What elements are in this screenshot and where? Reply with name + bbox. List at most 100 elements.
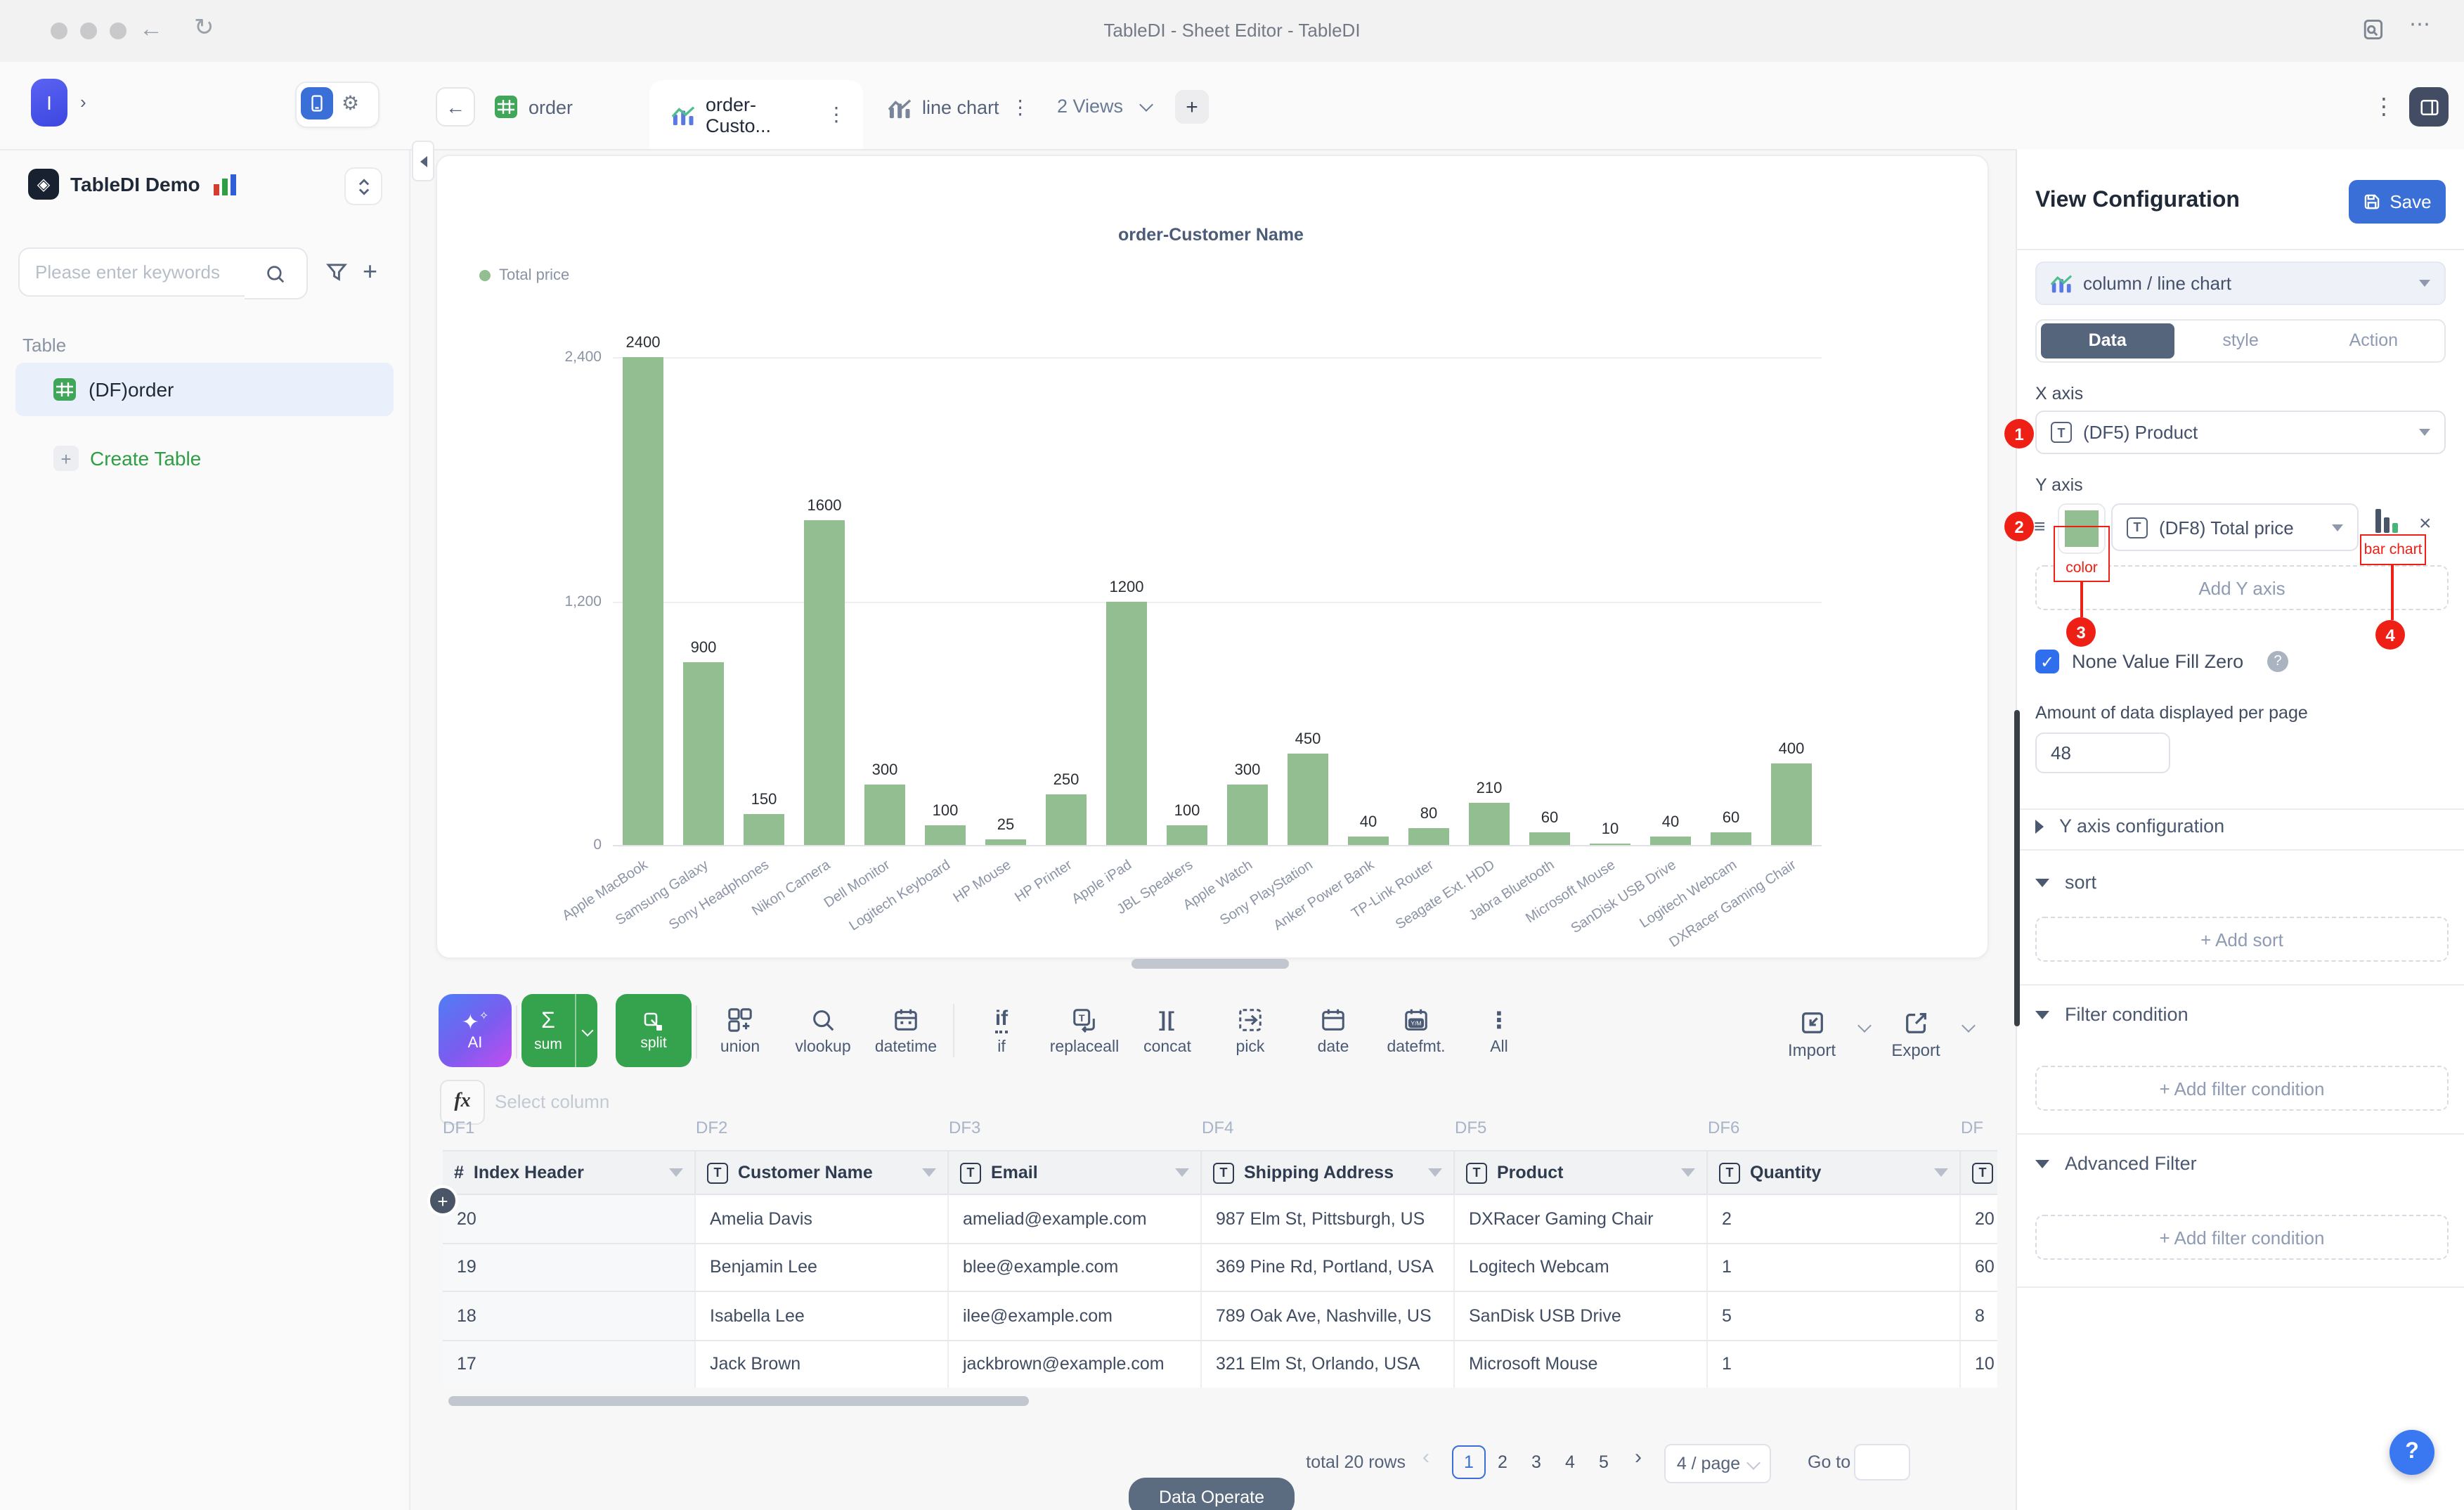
table-cell[interactable]: 789 Oak Ave, Nashville, US	[1202, 1292, 1455, 1339]
add-filter-condition-button[interactable]: + Add filter condition	[2035, 1066, 2449, 1111]
sidebar-collapse-handle[interactable]	[412, 141, 434, 181]
All-button[interactable]: ⋮ All	[1458, 991, 1541, 1070]
section-advanced-filter[interactable]: Advanced Filter	[2035, 1153, 2446, 1174]
column-header-Product[interactable]: T Product	[1455, 1151, 1708, 1194]
data-operate-button[interactable]: Data Operate	[1129, 1478, 1295, 1510]
tab-line-chart[interactable]: line chart ⋮	[888, 96, 1030, 120]
workspace-switcher-icon[interactable]	[344, 167, 382, 205]
table-cell[interactable]: SanDisk USB Drive	[1455, 1292, 1708, 1339]
sum-dropdown-icon[interactable]	[575, 994, 597, 1067]
split-button[interactable]: split	[616, 994, 692, 1067]
search-input[interactable]: Please enter keywords	[18, 247, 246, 297]
x-axis-select[interactable]: T (DF5) Product	[2035, 411, 2446, 454]
section-filter-condition[interactable]: Filter condition	[2035, 1004, 2446, 1025]
import-dropdown-icon[interactable]	[1853, 1015, 1872, 1040]
config-panel-toggle-icon[interactable]	[2409, 87, 2449, 127]
table-cell[interactable]: ilee@example.com	[949, 1292, 1202, 1339]
column-header-Quantity[interactable]: T Quantity	[1708, 1151, 1961, 1194]
sidebar-item-order-table[interactable]: (DF)order	[15, 363, 394, 416]
views-dropdown[interactable]: 2 Views	[1057, 96, 1153, 117]
window-minimize-button[interactable]	[80, 22, 97, 39]
table-cell[interactable]: 20	[443, 1195, 696, 1242]
filter-dropdown-icon[interactable]	[669, 1168, 683, 1177]
search-button[interactable]	[245, 247, 308, 299]
help-tooltip-icon[interactable]: ?	[2267, 651, 2288, 672]
table-cell[interactable]: 1	[1708, 1341, 1961, 1388]
more-menu-icon[interactable]: ⋯	[2409, 13, 2430, 37]
tab-menu-icon[interactable]: ⋮	[826, 103, 846, 125]
add-filter-condition-button[interactable]: + Add filter condition	[2035, 1215, 2449, 1260]
if-button[interactable]: if if	[994, 1007, 1009, 1055]
pick-button[interactable]: pick	[1209, 991, 1292, 1070]
table-cell[interactable]: 987 Elm St, Pittsburgh, US	[1202, 1195, 1455, 1242]
table-cell[interactable]: 321 Elm St, Orlando, USA	[1202, 1341, 1455, 1388]
device-preview-icon[interactable]	[301, 87, 333, 120]
date-button[interactable]: date	[1292, 991, 1375, 1070]
series-color-picker[interactable]	[2058, 503, 2106, 554]
section-y-axis-configuration[interactable]: Y axis configuration	[2035, 815, 2446, 837]
formula-fx-icon[interactable]: fx	[440, 1080, 485, 1125]
create-table-button[interactable]: + Create Table	[53, 446, 201, 471]
vlookup-button[interactable]: vlookup	[782, 991, 864, 1070]
concat-button[interactable]: ][concat	[1126, 991, 1209, 1070]
tab-style[interactable]: style	[2222, 330, 2259, 350]
add-table-icon[interactable]: +	[363, 257, 378, 285]
table-cell[interactable]: blee@example.com	[949, 1244, 1202, 1291]
page-button-1[interactable]: 1	[1452, 1445, 1486, 1479]
datefmt.-button[interactable]: Y/M datefmt.	[1375, 991, 1458, 1070]
browser-reload-icon[interactable]: ↻	[194, 14, 214, 41]
window-zoom-button[interactable]	[110, 22, 127, 39]
tab-order[interactable]: order	[495, 96, 573, 118]
filter-dropdown-icon[interactable]	[922, 1168, 936, 1177]
table-cell[interactable]: 20	[1961, 1195, 1997, 1242]
ai-button[interactable]: ✦✧ AI	[439, 994, 512, 1067]
window-close-button[interactable]	[51, 22, 67, 39]
tab-overview-icon[interactable]	[2360, 17, 2385, 42]
column-header-Shipping Address[interactable]: T Shipping Address	[1202, 1151, 1455, 1194]
column-header-Customer Name[interactable]: T Customer Name	[696, 1151, 949, 1194]
table-cell[interactable]: 17	[443, 1341, 696, 1388]
table-cell[interactable]: 1	[1708, 1244, 1961, 1291]
column-header-extra[interactable]: T	[1961, 1151, 1997, 1194]
chart-type-select[interactable]: column / line chart	[2035, 262, 2446, 305]
page-button-3[interactable]: 3	[1531, 1452, 1541, 1472]
drag-handle-icon[interactable]: ≡	[2034, 515, 2046, 537]
help-button[interactable]: ?	[2390, 1430, 2434, 1475]
union-button[interactable]: union	[699, 991, 782, 1070]
formula-column-input[interactable]: Select column	[495, 1091, 610, 1112]
tab-action[interactable]: Action	[2349, 330, 2399, 350]
table-horizontal-scrollbar[interactable]	[448, 1396, 1029, 1406]
chart-legend[interactable]: Total price	[479, 267, 569, 284]
filter-dropdown-icon[interactable]	[1681, 1168, 1695, 1177]
chart-horizontal-scrollbar[interactable]	[1132, 959, 1289, 969]
tab-data[interactable]: Data	[2041, 323, 2174, 359]
table-cell[interactable]: 5	[1708, 1292, 1961, 1339]
goto-page-input[interactable]	[1854, 1444, 1910, 1480]
amount-input[interactable]: 48	[2035, 733, 2170, 773]
page-button-5[interactable]: 5	[1599, 1452, 1609, 1472]
table-cell[interactable]: Amelia Davis	[696, 1195, 949, 1242]
table-cell[interactable]: 60	[1961, 1244, 1997, 1291]
y-axis-select[interactable]: T (DF8) Total price	[2111, 503, 2359, 551]
import-button[interactable]: Import	[1771, 998, 1853, 1071]
back-button[interactable]: ←	[436, 87, 475, 127]
tabbar-more-icon[interactable]: ⋮	[2373, 96, 2395, 120]
add-row-icon[interactable]: +	[427, 1185, 458, 1216]
table-cell[interactable]: DXRacer Gaming Chair	[1455, 1195, 1708, 1242]
table-cell[interactable]: Benjamin Lee	[696, 1244, 949, 1291]
column-header-Index Header[interactable]: # Index Header	[443, 1151, 696, 1194]
table-cell[interactable]: jackbrown@example.com	[949, 1341, 1202, 1388]
add-view-button[interactable]: +	[1175, 90, 1209, 124]
filter-dropdown-icon[interactable]	[1428, 1168, 1442, 1177]
panel-scrollbar[interactable]	[2014, 710, 2020, 1026]
filter-dropdown-icon[interactable]	[1934, 1168, 1948, 1177]
table-cell[interactable]: 8	[1961, 1292, 1997, 1339]
table-cell[interactable]: 18	[443, 1292, 696, 1339]
datetime-button[interactable]: datetime	[864, 991, 947, 1070]
gear-icon[interactable]: ⚙	[342, 91, 360, 114]
save-button[interactable]: Save	[2349, 180, 2446, 224]
tab-order-customer-active[interactable]: order-Custo... ⋮	[649, 80, 863, 149]
remove-series-icon[interactable]: ×	[2419, 512, 2432, 536]
